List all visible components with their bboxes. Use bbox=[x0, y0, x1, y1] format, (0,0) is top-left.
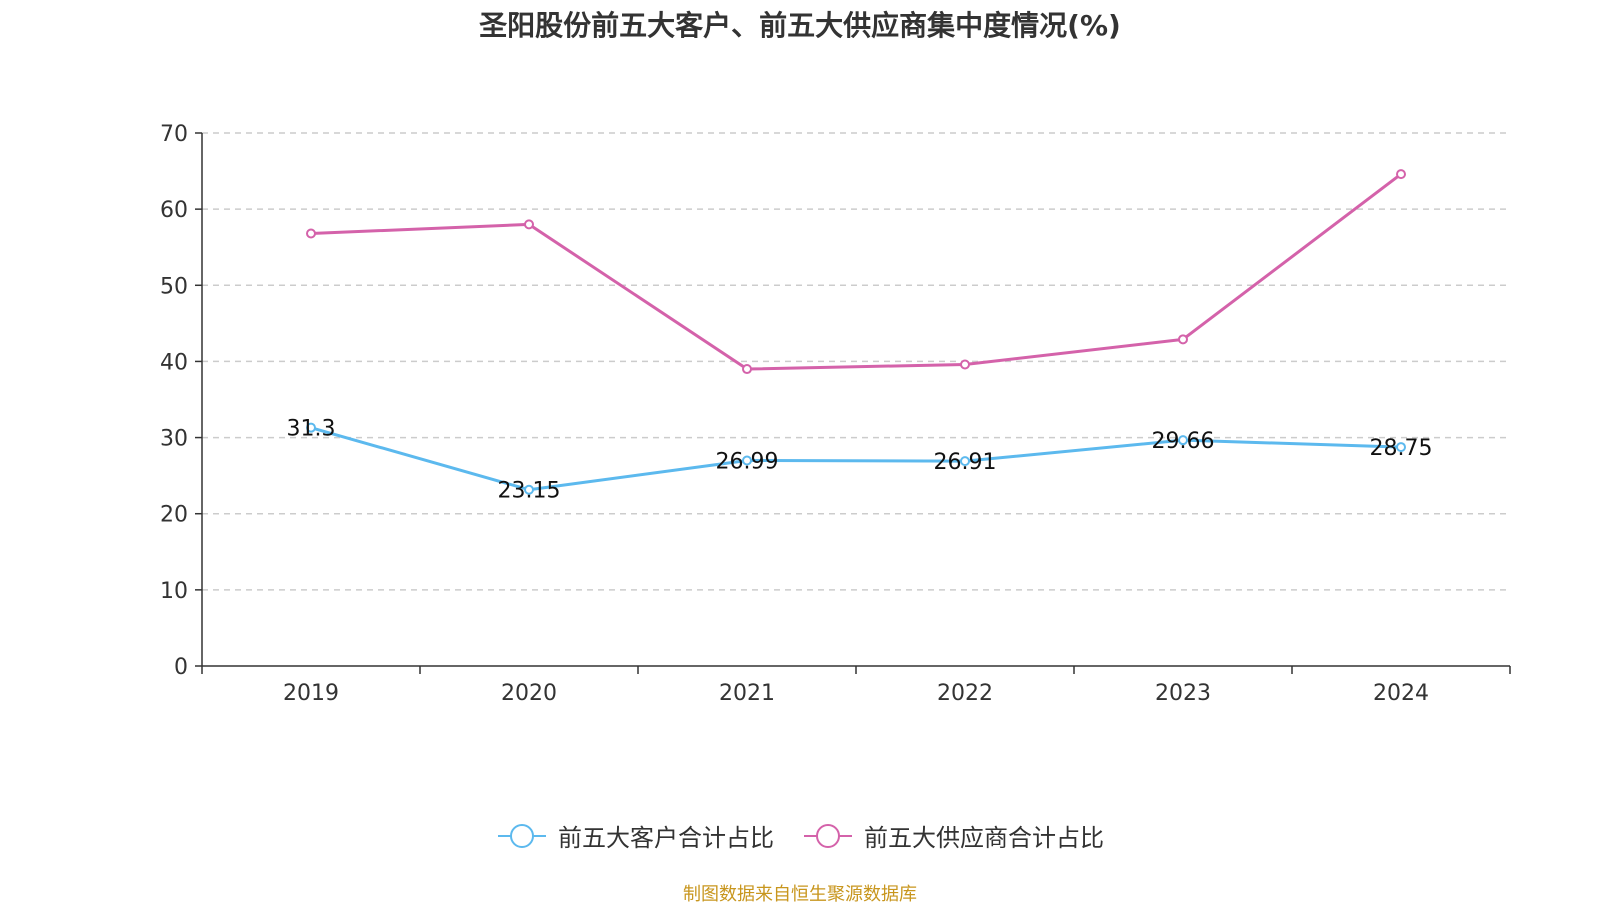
legend-circle-customers bbox=[510, 823, 534, 848]
legend-circle-suppliers bbox=[816, 823, 840, 848]
data-point bbox=[306, 422, 316, 433]
x-tick-label: 2024 bbox=[1373, 681, 1429, 706]
data-point bbox=[1396, 169, 1406, 180]
legend-marker-suppliers-icon bbox=[804, 823, 852, 848]
chart-title: 圣阳股份前五大客户、前五大供应商集中度情况(%) bbox=[479, 9, 1121, 42]
data-label: 29.66 bbox=[1152, 429, 1215, 454]
data-point bbox=[1178, 435, 1188, 446]
data-point bbox=[960, 456, 970, 467]
data-label: 26.99 bbox=[716, 449, 779, 474]
data-label: 31.3 bbox=[287, 417, 336, 442]
data-label: 28.75 bbox=[1370, 436, 1433, 461]
y-tick-label: 20 bbox=[160, 503, 188, 528]
series bbox=[306, 169, 1406, 495]
data-point bbox=[742, 455, 752, 466]
legend-label-customers: 前五大客户合计占比 bbox=[558, 824, 774, 852]
y-tick-label: 50 bbox=[160, 274, 188, 299]
y-tick-label: 30 bbox=[160, 427, 188, 452]
y-tick-label: 70 bbox=[160, 122, 188, 147]
x-tick-label: 2021 bbox=[719, 681, 775, 706]
x-tick-label: 2020 bbox=[501, 681, 557, 706]
legend: 前五大客户合计占比 前五大供应商合计占比 bbox=[0, 818, 1600, 853]
data-point bbox=[524, 219, 534, 230]
legend-label-suppliers: 前五大供应商合计占比 bbox=[864, 824, 1104, 852]
series-line-1 bbox=[310, 172, 1402, 371]
legend-item-suppliers[interactable]: 前五大供应商合计占比 bbox=[802, 818, 1104, 853]
y-tick-label: 40 bbox=[160, 350, 188, 375]
data-point bbox=[524, 484, 534, 495]
data-label: 23.15 bbox=[498, 479, 561, 504]
data-point bbox=[960, 359, 970, 370]
x-tick-label: 2023 bbox=[1155, 681, 1211, 706]
x-tick-label: 2022 bbox=[937, 681, 993, 706]
data-point bbox=[742, 364, 752, 375]
data-point bbox=[306, 228, 316, 239]
source-note: 制图数据来自恒生聚源数据库 bbox=[683, 884, 917, 905]
legend-marker-customers-icon bbox=[498, 823, 546, 848]
y-tick-label: 10 bbox=[160, 579, 188, 604]
data-label: 26.91 bbox=[934, 450, 997, 475]
series-line-0 bbox=[310, 426, 1402, 492]
legend-item-customers[interactable]: 前五大客户合计占比 bbox=[496, 818, 774, 853]
data-labels: 31.3 23.15 26.99 26.91 29.66 28.75 bbox=[287, 417, 1433, 504]
y-tick-label: 0 bbox=[174, 655, 188, 680]
axes: 0 10 20 30 40 50 60 70 2019 2020 2021 2022 2023 2024 bbox=[160, 122, 1511, 706]
data-point bbox=[1396, 442, 1406, 453]
x-tick-label: 2019 bbox=[283, 681, 339, 706]
grid-lines bbox=[202, 132, 1510, 591]
data-point bbox=[1178, 334, 1188, 345]
y-tick-label: 60 bbox=[160, 198, 188, 223]
